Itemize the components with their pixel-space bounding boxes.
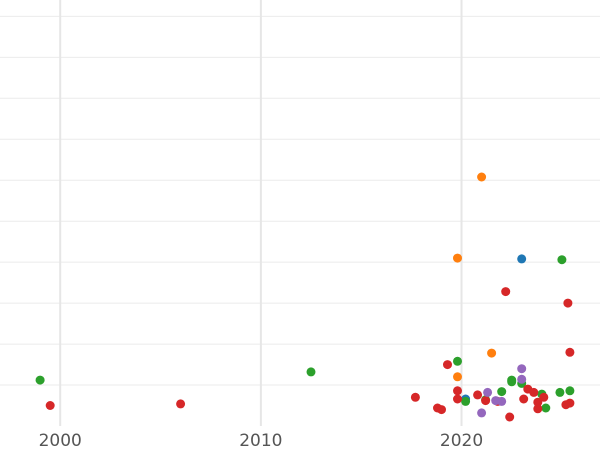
x-tick-label: 2000 [39, 431, 82, 450]
data-point-series-red [45, 401, 55, 410]
data-point-series-green [497, 387, 507, 397]
data-point-series-green [507, 377, 517, 387]
data-point-series-green [555, 387, 565, 397]
data-point-series-red [533, 404, 543, 414]
data-point-series-red [539, 392, 549, 402]
data-point-series-green [453, 356, 462, 366]
data-point-series-red [529, 387, 539, 397]
data-point-series-red [176, 399, 186, 409]
data-point-series-purple [517, 374, 527, 384]
data-points [35, 172, 575, 422]
data-point-series-orange [453, 253, 462, 263]
x-axis-ticks: 2000 2010 2020 [39, 431, 484, 450]
grid-lines [0, 0, 600, 426]
data-point-series-green [306, 367, 316, 377]
data-point-series-green [461, 396, 471, 406]
data-point-series-red [563, 298, 573, 308]
data-point-series-purple [483, 387, 493, 397]
data-point-series-red [505, 412, 515, 422]
data-point-series-red [565, 398, 575, 408]
data-point-series-red [519, 394, 529, 404]
data-point-series-green [35, 375, 45, 385]
data-point-series-purple [497, 396, 507, 406]
data-point-series-blue [517, 254, 527, 264]
x-tick-label: 2020 [440, 431, 483, 450]
data-point-series-purple [517, 364, 527, 374]
data-point-series-green [557, 255, 567, 265]
data-point-series-red [437, 405, 446, 415]
data-point-series-red [481, 396, 491, 406]
x-tick-label: 2010 [239, 431, 282, 450]
data-point-series-orange [477, 172, 487, 182]
data-point-series-green [565, 386, 575, 396]
data-point-series-red [453, 394, 462, 404]
data-point-series-red [473, 390, 483, 400]
data-point-series-red [501, 287, 511, 297]
data-point-series-green [541, 403, 551, 413]
data-point-series-red [410, 392, 420, 402]
data-point-series-red [453, 386, 462, 396]
data-point-series-purple [477, 408, 487, 418]
data-point-series-red [533, 397, 543, 407]
data-point-series-red [443, 360, 452, 370]
data-point-series-orange [487, 348, 497, 358]
data-point-series-red [565, 347, 575, 357]
data-point-series-orange [453, 372, 462, 382]
